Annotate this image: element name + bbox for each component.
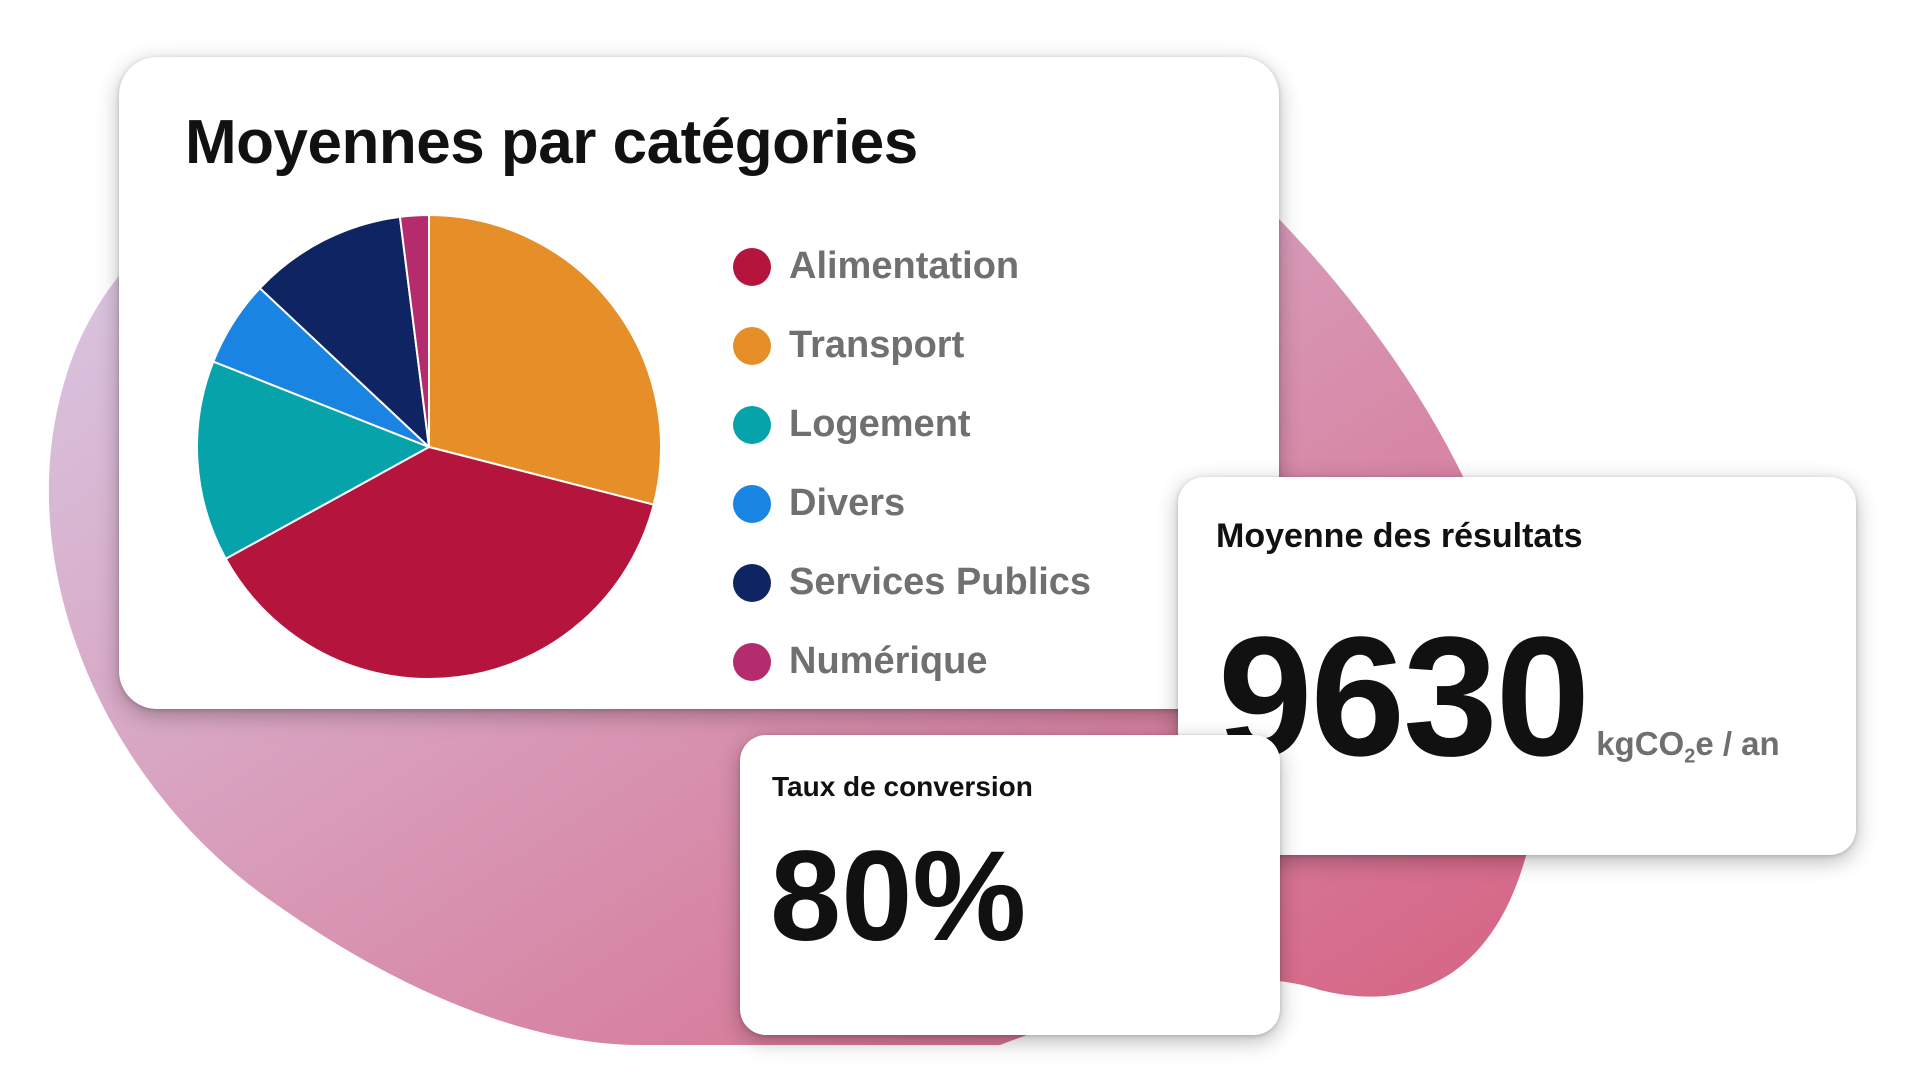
conversion-rate-title: Taux de conversion: [772, 771, 1033, 802]
chart-legend: Alimentation Transport Logement Divers S…: [733, 227, 1091, 701]
pie-slice-services-publics: [258, 215, 430, 448]
average-results-card: Moyenne des résultats 9630 kgCO2e / an: [1178, 477, 1856, 855]
legend-swatch: [733, 326, 771, 365]
legend-label: Services Publics: [789, 561, 1092, 603]
legend-label: Logement: [789, 403, 971, 445]
conversion-rate-card: Taux de conversion 80%: [740, 735, 1280, 1035]
legend-item-divers: Divers: [733, 464, 1091, 543]
conversion-rate-value: 80%: [770, 825, 1027, 968]
pie-slice-alimentation: [224, 446, 655, 680]
average-results-row: 9630 kgCO2e / an: [1218, 612, 1780, 782]
legend-swatch: [733, 563, 771, 602]
average-results-value: 9630: [1218, 602, 1590, 792]
legend-swatch: [733, 405, 771, 444]
category-averages-card: Moyennes par catégories Alimentation Tra…: [119, 57, 1279, 709]
legend-item-numerique: Numérique: [733, 622, 1091, 701]
pie-slice-logement: [196, 360, 430, 560]
legend-swatch: [733, 247, 771, 286]
pie-chart: [196, 214, 662, 680]
legend-item-transport: Transport: [733, 306, 1091, 385]
pie-slice-transport: [428, 214, 662, 506]
average-results-title: Moyenne des résultats: [1216, 517, 1583, 555]
legend-label: Numérique: [789, 640, 988, 682]
unit-suffix: e / an: [1695, 725, 1780, 762]
legend-label: Divers: [789, 482, 906, 524]
unit-prefix: kgCO: [1596, 725, 1685, 762]
pie-slice-num-rique: [398, 214, 430, 448]
legend-swatch: [733, 642, 771, 681]
average-results-unit: kgCO2e / an: [1596, 725, 1780, 768]
legend-label: Alimentation: [789, 245, 1020, 287]
legend-item-alimentation: Alimentation: [733, 227, 1091, 306]
legend-label: Transport: [789, 324, 965, 366]
unit-subscript: 2: [1684, 745, 1696, 768]
chart-title: Moyennes par catégories: [185, 108, 918, 177]
legend-item-logement: Logement: [733, 385, 1091, 464]
legend-item-services-publics: Services Publics: [733, 543, 1091, 622]
legend-swatch: [733, 484, 771, 523]
